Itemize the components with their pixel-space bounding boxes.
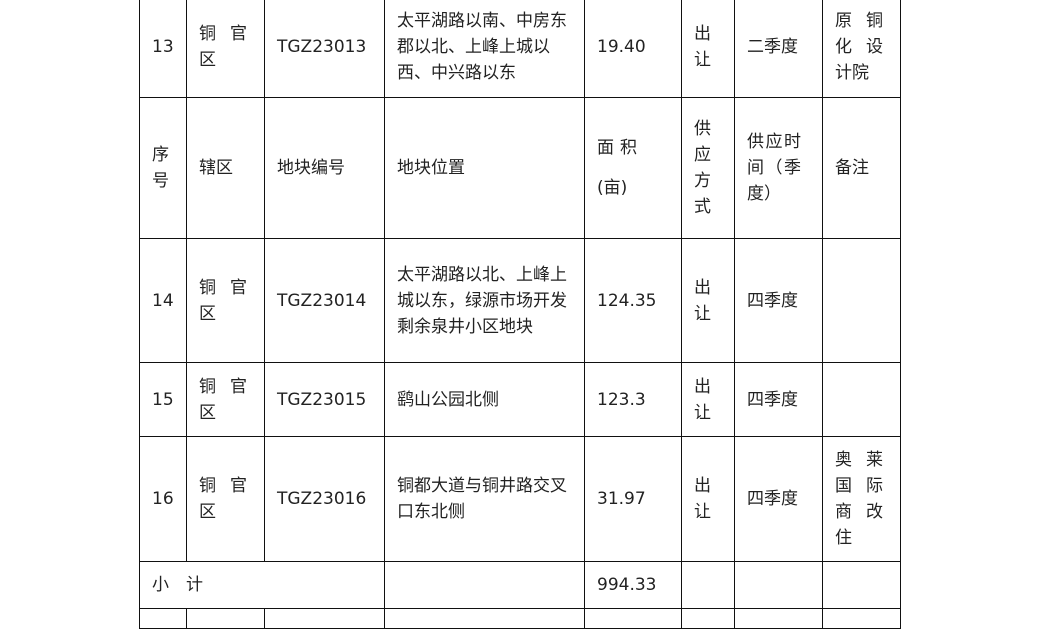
cell-code: TGZ23016 [264,436,385,562]
cell-method: 出让 [681,238,735,363]
cell-method: 出让 [681,0,735,98]
subtotal-row: 小 计 994.33 [139,561,901,609]
cell-area: 31.97 [584,436,682,562]
cell-time: 四季度 [734,436,823,562]
cell-location: 太平湖路以北、上峰上城以东，绿源市场开发剩余泉井小区地块 [384,238,585,363]
cell-remark: 原铜化设计院 [822,0,901,98]
cell-district: 铜官区 [186,436,265,562]
cell-time: 四季度 [734,362,823,437]
next-row [139,608,901,629]
cell-code: TGZ23013 [264,0,385,98]
cell-no: 14 [139,238,187,363]
header-location: 地块位置 [384,97,585,239]
table-row: 14 铜官区 TGZ23014 太平湖路以北、上峰上城以东，绿源市场开发剩余泉井… [139,238,901,363]
cell-district: 铜官区 [186,362,265,437]
cell-remark: 奥莱国际商改住 [822,436,901,562]
cell-time: 四季度 [734,238,823,363]
cell-area: 19.40 [584,0,682,98]
header-code: 地块编号 [264,97,385,239]
land-supply-table: 13 铜官区 TGZ23013 太平湖路以南、中房东郡以北、上峰上城以西、中兴路… [139,0,901,629]
header-supply-time: 供应时间（季度） [734,97,823,239]
cell-location: 铜都大道与铜井路交叉口东北侧 [384,436,585,562]
cell-district: 铜官区 [186,0,265,98]
table-row: 15 铜官区 TGZ23015 鹞山公园北侧 123.3 出让 四季度 [139,362,901,437]
cell-empty [384,561,585,609]
cell-area: 123.3 [584,362,682,437]
cell-remark [822,238,901,363]
header-no: 序号 [139,97,187,239]
subtotal-area: 994.33 [584,561,682,609]
cell-time: 二季度 [734,0,823,98]
cell-code: TGZ23014 [264,238,385,363]
cell-method: 出让 [681,362,735,437]
cell-method: 出让 [681,436,735,562]
table-row: 16 铜官区 TGZ23016 铜都大道与铜井路交叉口东北侧 31.97 出让 … [139,436,901,562]
cell-district: 铜官区 [186,238,265,363]
cell-remark [822,362,901,437]
cell-empty [734,561,823,609]
cell-no: 16 [139,436,187,562]
subtotal-label: 小 计 [139,561,385,609]
cell-no: 15 [139,362,187,437]
header-supply-method: 供应方式 [681,97,735,239]
cell-empty [681,561,735,609]
header-remark: 备注 [822,97,901,239]
cell-empty [822,561,901,609]
cell-location: 太平湖路以南、中房东郡以北、上峰上城以西、中兴路以东 [384,0,585,98]
header-area: 面积(亩) [584,97,682,239]
table-row: 13 铜官区 TGZ23013 太平湖路以南、中房东郡以北、上峰上城以西、中兴路… [139,0,901,98]
cell-area: 124.35 [584,238,682,363]
cell-code: TGZ23015 [264,362,385,437]
cell-location: 鹞山公园北侧 [384,362,585,437]
header-district: 辖区 [186,97,265,239]
header-row: 序号 辖区 地块编号 地块位置 面积(亩) 供应方式 供应时间（季度） 备注 [139,97,901,239]
cell-no: 13 [139,0,187,98]
